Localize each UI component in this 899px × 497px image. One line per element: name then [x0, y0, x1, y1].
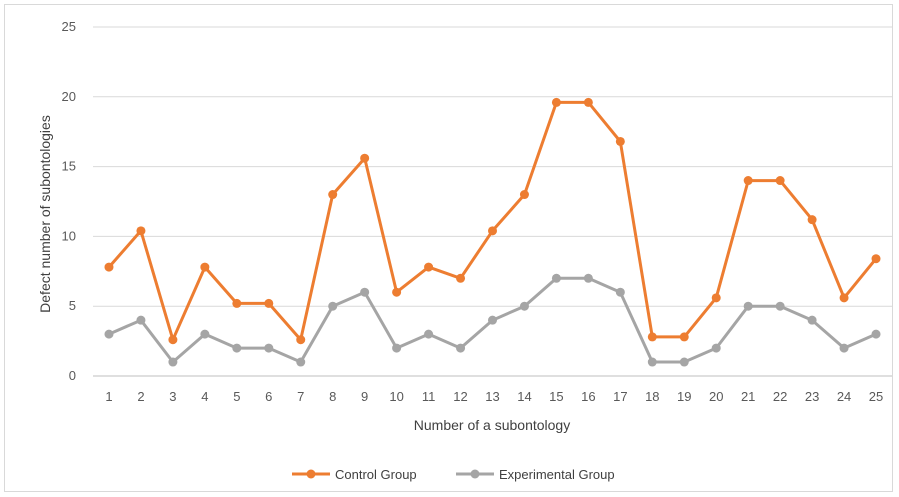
data-point: [551, 273, 561, 283]
data-point: [647, 357, 657, 367]
data-point: [456, 273, 466, 283]
legend-label-experimental: Experimental Group: [499, 467, 615, 482]
data-point: [711, 343, 721, 353]
data-point: [871, 329, 881, 339]
x-tick-label: 6: [265, 389, 272, 404]
data-point: [743, 301, 753, 311]
x-tick-label: 3: [169, 389, 176, 404]
x-tick-label: 25: [869, 389, 883, 404]
data-point: [807, 215, 817, 225]
legend: Control Group Experimental Group: [292, 467, 615, 482]
legend-label-control: Control Group: [335, 467, 417, 482]
data-point: [296, 357, 306, 367]
data-point: [647, 332, 657, 342]
y-tick-label: 25: [62, 19, 76, 34]
x-tick-label: 22: [773, 389, 787, 404]
data-point: [328, 301, 338, 311]
x-tick-label: 5: [233, 389, 240, 404]
data-point: [743, 176, 753, 186]
data-point: [583, 273, 593, 283]
series-layer: [104, 97, 881, 367]
data-point: [104, 262, 114, 272]
x-tick-label: 8: [329, 389, 336, 404]
series-0: [104, 97, 881, 345]
y-tick-label: 15: [62, 159, 76, 174]
y-axis-title: Defect number of subontologies: [37, 115, 53, 313]
x-tick-label: 11: [422, 389, 436, 404]
x-tick-labels: 1 2 3 4 5 6 7 8 9 10 11 12 13 14 15 16 17 18 19 20 21 22 23 24 2…: [105, 389, 883, 404]
data-point: [551, 97, 561, 107]
data-point: [519, 301, 529, 311]
data-point: [296, 335, 306, 345]
x-axis-title: Number of a subontology: [414, 417, 570, 433]
x-tick-label: 24: [837, 389, 851, 404]
data-point: [488, 315, 497, 325]
data-point: [775, 176, 785, 186]
x-tick-label: 12: [453, 389, 467, 404]
x-tick-label: 10: [389, 389, 403, 404]
data-point: [328, 190, 338, 200]
data-point: [839, 343, 849, 353]
data-point: [264, 298, 274, 308]
data-point: [519, 190, 529, 200]
data-point: [807, 315, 817, 325]
series-1: [104, 273, 881, 367]
y-tick-label: 0: [69, 368, 76, 383]
data-point: [360, 287, 370, 297]
data-point: [136, 315, 146, 325]
x-tick-label: 9: [361, 389, 368, 404]
data-point: [871, 254, 881, 264]
data-point: [168, 335, 178, 345]
data-point: [424, 329, 434, 339]
data-point: [583, 97, 593, 107]
data-point: [711, 293, 721, 303]
x-tick-label: 23: [805, 389, 819, 404]
data-point: [232, 343, 242, 353]
x-tick-label: 17: [613, 389, 627, 404]
data-point: [615, 136, 625, 146]
y-tick-label: 10: [62, 228, 76, 243]
x-tick-label: 19: [677, 389, 691, 404]
data-point: [264, 343, 274, 353]
data-point: [679, 332, 689, 342]
x-tick-label: 1: [105, 389, 112, 404]
data-point: [104, 329, 114, 339]
x-tick-label: 4: [201, 389, 208, 404]
x-tick-label: 21: [741, 389, 755, 404]
legend-marker-control: [306, 469, 316, 479]
data-point: [232, 298, 242, 308]
y-tick-label: 5: [69, 298, 76, 313]
data-point: [392, 287, 402, 297]
data-point: [424, 262, 434, 272]
y-tick-labels: 0 5 10 15 20 25: [62, 19, 76, 383]
x-tick-label: 14: [517, 389, 531, 404]
x-tick-label: 16: [581, 389, 595, 404]
data-point: [488, 226, 497, 236]
data-point: [360, 153, 370, 163]
data-point: [456, 343, 466, 353]
data-point: [200, 329, 210, 339]
data-point: [392, 343, 402, 353]
data-point: [168, 357, 178, 367]
series-line: [107, 100, 878, 342]
x-tick-label: 18: [645, 389, 659, 404]
chart-frame: [4, 4, 893, 492]
data-point: [136, 226, 146, 236]
data-point: [679, 357, 689, 367]
x-tick-label: 7: [297, 389, 304, 404]
data-point: [615, 287, 625, 297]
data-point: [200, 262, 210, 272]
legend-marker-experimental: [470, 469, 480, 479]
x-tick-label: 2: [137, 389, 144, 404]
x-tick-label: 20: [709, 389, 723, 404]
y-tick-label: 20: [62, 89, 76, 104]
data-point: [839, 293, 849, 303]
x-tick-label: 13: [485, 389, 499, 404]
x-tick-label: 15: [549, 389, 563, 404]
data-point: [775, 301, 785, 311]
